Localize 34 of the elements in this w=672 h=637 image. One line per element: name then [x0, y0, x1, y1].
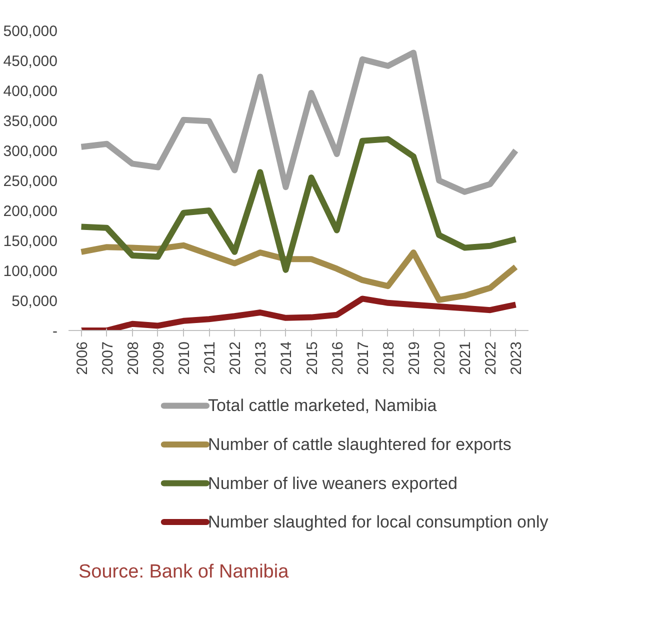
y-tick-label: 450,000	[3, 53, 58, 70]
x-tick-label: 2017	[354, 341, 372, 375]
x-tick-label: 2016	[329, 341, 346, 375]
x-tick-label: 2007	[99, 341, 116, 375]
x-tick-label: 2009	[150, 341, 168, 375]
y-tick-label: 350,000	[3, 113, 58, 130]
x-tick-label: 2008	[124, 341, 142, 375]
x-tick-label: 2021	[457, 341, 474, 375]
y-tick-label: 300,000	[3, 143, 58, 160]
legend-label: Number of live weaners exported	[208, 474, 458, 493]
source-note: Source: Bank of Namibia	[78, 562, 290, 582]
x-tick-label: 2010	[176, 341, 193, 375]
y-tick-label: 400,000	[3, 83, 58, 100]
x-tick-label: 2020	[432, 341, 449, 375]
x-tick-label: 2012	[227, 341, 244, 375]
x-tick-label: 2019	[406, 341, 423, 375]
x-tick-label: 2014	[278, 341, 296, 375]
x-tick-label: 2023	[508, 341, 526, 375]
y-tick-label: 500,000	[3, 23, 58, 40]
x-tick-label: 2011	[202, 341, 219, 374]
y-tick-label: 150,000	[3, 233, 58, 250]
y-tick-label: 100,000	[3, 263, 58, 280]
x-tick-label: 2018	[380, 341, 398, 375]
x-tick-label: 2022	[482, 341, 500, 375]
x-tick-label: 2015	[304, 341, 321, 375]
y-tick-label: 50,000	[12, 293, 58, 310]
y-tick-label: 250,000	[3, 173, 58, 190]
x-tick-label: 2006	[74, 341, 91, 375]
x-tick-label: 2013	[252, 341, 270, 375]
y-tick-label: -	[52, 323, 58, 340]
legend-label: Number of cattle slaughtered for exports	[208, 434, 512, 454]
y-tick-label: 200,000	[3, 203, 58, 220]
legend-label: Number slaughted for local consumption only	[208, 512, 549, 532]
legend-label: Total cattle marketed, Namibia	[208, 396, 438, 416]
